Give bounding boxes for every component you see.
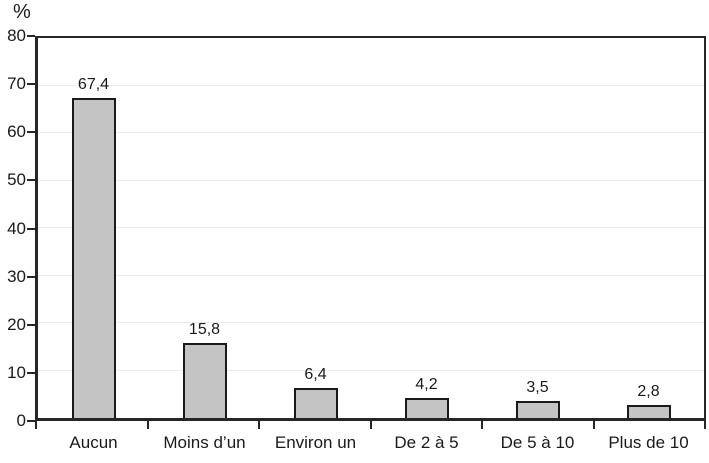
bar-value-label: 6,4 <box>304 365 327 383</box>
x-category-label: Environ un <box>274 433 357 452</box>
gridline <box>38 369 704 371</box>
bar <box>515 401 560 418</box>
y-tick-mark <box>27 131 35 134</box>
y-tick-label: 30 <box>7 266 26 286</box>
bar <box>71 97 116 418</box>
x-category-label: Plus de 10 <box>608 433 689 452</box>
y-tick-mark <box>27 420 35 422</box>
bar-value-label: 3,5 <box>526 379 549 397</box>
x-tick-mark <box>146 421 149 429</box>
y-tick-label: 60 <box>7 122 26 142</box>
y-tick-mark <box>27 179 35 182</box>
bar <box>293 387 338 418</box>
gridline <box>38 84 704 86</box>
y-tick-label: 80 <box>7 26 26 45</box>
y-tick-label: 20 <box>7 314 26 334</box>
x-tick-mark <box>369 421 372 429</box>
y-tick-label: 10 <box>7 362 26 382</box>
y-tick-mark <box>27 371 35 374</box>
x-category-label: De 2 à 5 <box>394 433 459 452</box>
gridline <box>38 179 704 181</box>
x-category-label: De 5 à 10 <box>500 433 575 452</box>
y-tick-mark <box>27 227 35 230</box>
gridline <box>38 227 704 228</box>
x-category-label: Aucun <box>69 433 118 452</box>
x-tick-mark <box>35 421 37 429</box>
bar <box>182 342 227 418</box>
x-tick-mark <box>258 421 260 429</box>
gridline <box>38 132 704 133</box>
x-tick-mark <box>481 421 483 429</box>
bar-value-label: 4,2 <box>415 376 438 394</box>
gridline <box>38 322 704 323</box>
bar-value-label: 15,8 <box>188 320 221 338</box>
y-tick-mark <box>27 275 35 278</box>
y-tick-label: 50 <box>7 170 26 190</box>
y-tick-label: 70 <box>7 74 26 94</box>
y-tick-mark <box>27 35 35 37</box>
bar <box>404 398 449 418</box>
y-tick-mark <box>27 323 35 326</box>
x-tick-mark <box>704 421 706 429</box>
bar-value-label: 2,8 <box>637 382 660 400</box>
y-axis-unit-label: % <box>13 1 31 23</box>
gridline <box>38 274 704 276</box>
bar <box>626 404 671 418</box>
bar-value-label: 67,4 <box>77 75 110 93</box>
y-tick-label: 0 <box>16 411 26 430</box>
y-tick-mark <box>27 83 35 86</box>
plot-area: 67,4 15,8 6,4 4,2 3,5 2,8 <box>35 36 706 421</box>
x-tick-mark <box>592 421 595 429</box>
y-tick-label: 40 <box>7 218 26 238</box>
x-category-label: Moins d’un <box>163 433 246 452</box>
